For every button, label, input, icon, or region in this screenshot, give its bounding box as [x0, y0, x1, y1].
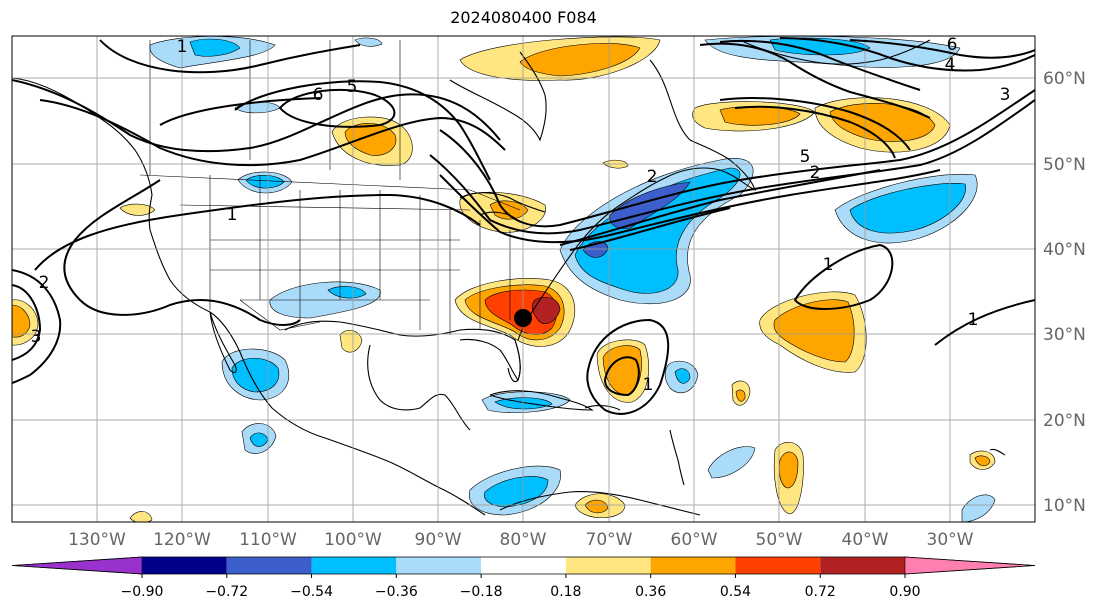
- lat-label: 40°N: [1043, 240, 1086, 260]
- colorbar-segment: [142, 557, 227, 574]
- colorbar-tick-label: 0.72: [805, 584, 836, 600]
- map-title: 2024080400 F084: [450, 8, 597, 27]
- contour-label: 2: [39, 273, 50, 293]
- contour-label: 5: [347, 77, 358, 97]
- colorbar-segment: [481, 557, 566, 574]
- lat-label: 20°N: [1043, 411, 1086, 431]
- lon-label: 110°W: [239, 530, 297, 550]
- colorbar-segment: [735, 557, 821, 574]
- colorbar-tick-label: −0.18: [460, 584, 503, 600]
- colorbar-tick-label: 0.54: [720, 584, 751, 600]
- political-boundaries: [139, 40, 521, 335]
- colorbar-tick-label: 0.18: [550, 584, 581, 600]
- contour-label: 1: [968, 310, 979, 330]
- colorbar-extend-low: [11, 556, 143, 575]
- lon-label: 100°W: [324, 530, 382, 550]
- contour-label: 2: [647, 167, 658, 187]
- lat-label: 50°N: [1043, 155, 1086, 175]
- colorbar-tick-label: 0.36: [635, 584, 666, 600]
- contour-label: 1: [823, 255, 834, 275]
- lon-label: 50°W: [756, 530, 803, 550]
- latitude-labels: 60°N 50°N 40°N 30°N 20°N 10°N: [1043, 69, 1086, 516]
- colorbar-tick-label: −0.72: [205, 584, 248, 600]
- lat-label: 60°N: [1043, 69, 1086, 89]
- contour-label: 3: [1000, 85, 1011, 105]
- colorbar-segment: [226, 557, 312, 574]
- contour-label: 1: [643, 375, 654, 395]
- contours: [12, 37, 1035, 415]
- longitude-labels: 130°W 120°W 110°W 100°W 90°W 80°W 70°W 6…: [68, 530, 974, 550]
- contour-label: 1: [177, 37, 188, 57]
- colorbar-segment: [396, 557, 482, 574]
- lat-label: 10°N: [1043, 496, 1086, 516]
- plot-frame: [11, 35, 1036, 523]
- lon-label: 60°W: [671, 530, 718, 550]
- contour-label: 6: [947, 35, 958, 55]
- gridlines: [12, 36, 1035, 522]
- lat-label: 30°N: [1043, 325, 1086, 345]
- colorbar-extend-high: [904, 556, 1036, 575]
- contour-label: 2: [810, 163, 821, 183]
- colorbar-segment: [820, 557, 905, 574]
- location-marker: [514, 309, 532, 327]
- coastlines: [12, 39, 1006, 516]
- lon-label: 40°W: [842, 530, 889, 550]
- contour-label: 3: [31, 327, 42, 347]
- lon-label: 80°W: [500, 530, 547, 550]
- lon-label: 70°W: [586, 530, 633, 550]
- colorbar-tick-label: −0.36: [375, 584, 418, 600]
- contour-label: 1: [227, 205, 238, 225]
- colorbar-segment: [650, 557, 736, 574]
- colorbar-tick-label: −0.54: [290, 584, 333, 600]
- colorbar-segment: [311, 557, 397, 574]
- colorbar: −0.90 −0.72 −0.54 −0.36 −0.18 0.18 0.36 0.54 0.7…: [11, 556, 1036, 600]
- lon-label: 30°W: [927, 530, 974, 550]
- contour-label: 6: [313, 85, 324, 105]
- contour-label: 5: [800, 147, 811, 167]
- colorbar-segment: [565, 557, 651, 574]
- shading: [12, 36, 996, 522]
- colorbar-tick-label: 0.90: [889, 584, 920, 600]
- lon-label: 120°W: [153, 530, 211, 550]
- lon-label: 130°W: [68, 530, 126, 550]
- lon-label: 90°W: [415, 530, 462, 550]
- contour-labels: 1 6 5 1 5 2 6 4 3 2 3 1 1 1 2: [31, 35, 1011, 395]
- contour-label: 4: [945, 55, 956, 75]
- colorbar-tick-label: −0.90: [121, 584, 164, 600]
